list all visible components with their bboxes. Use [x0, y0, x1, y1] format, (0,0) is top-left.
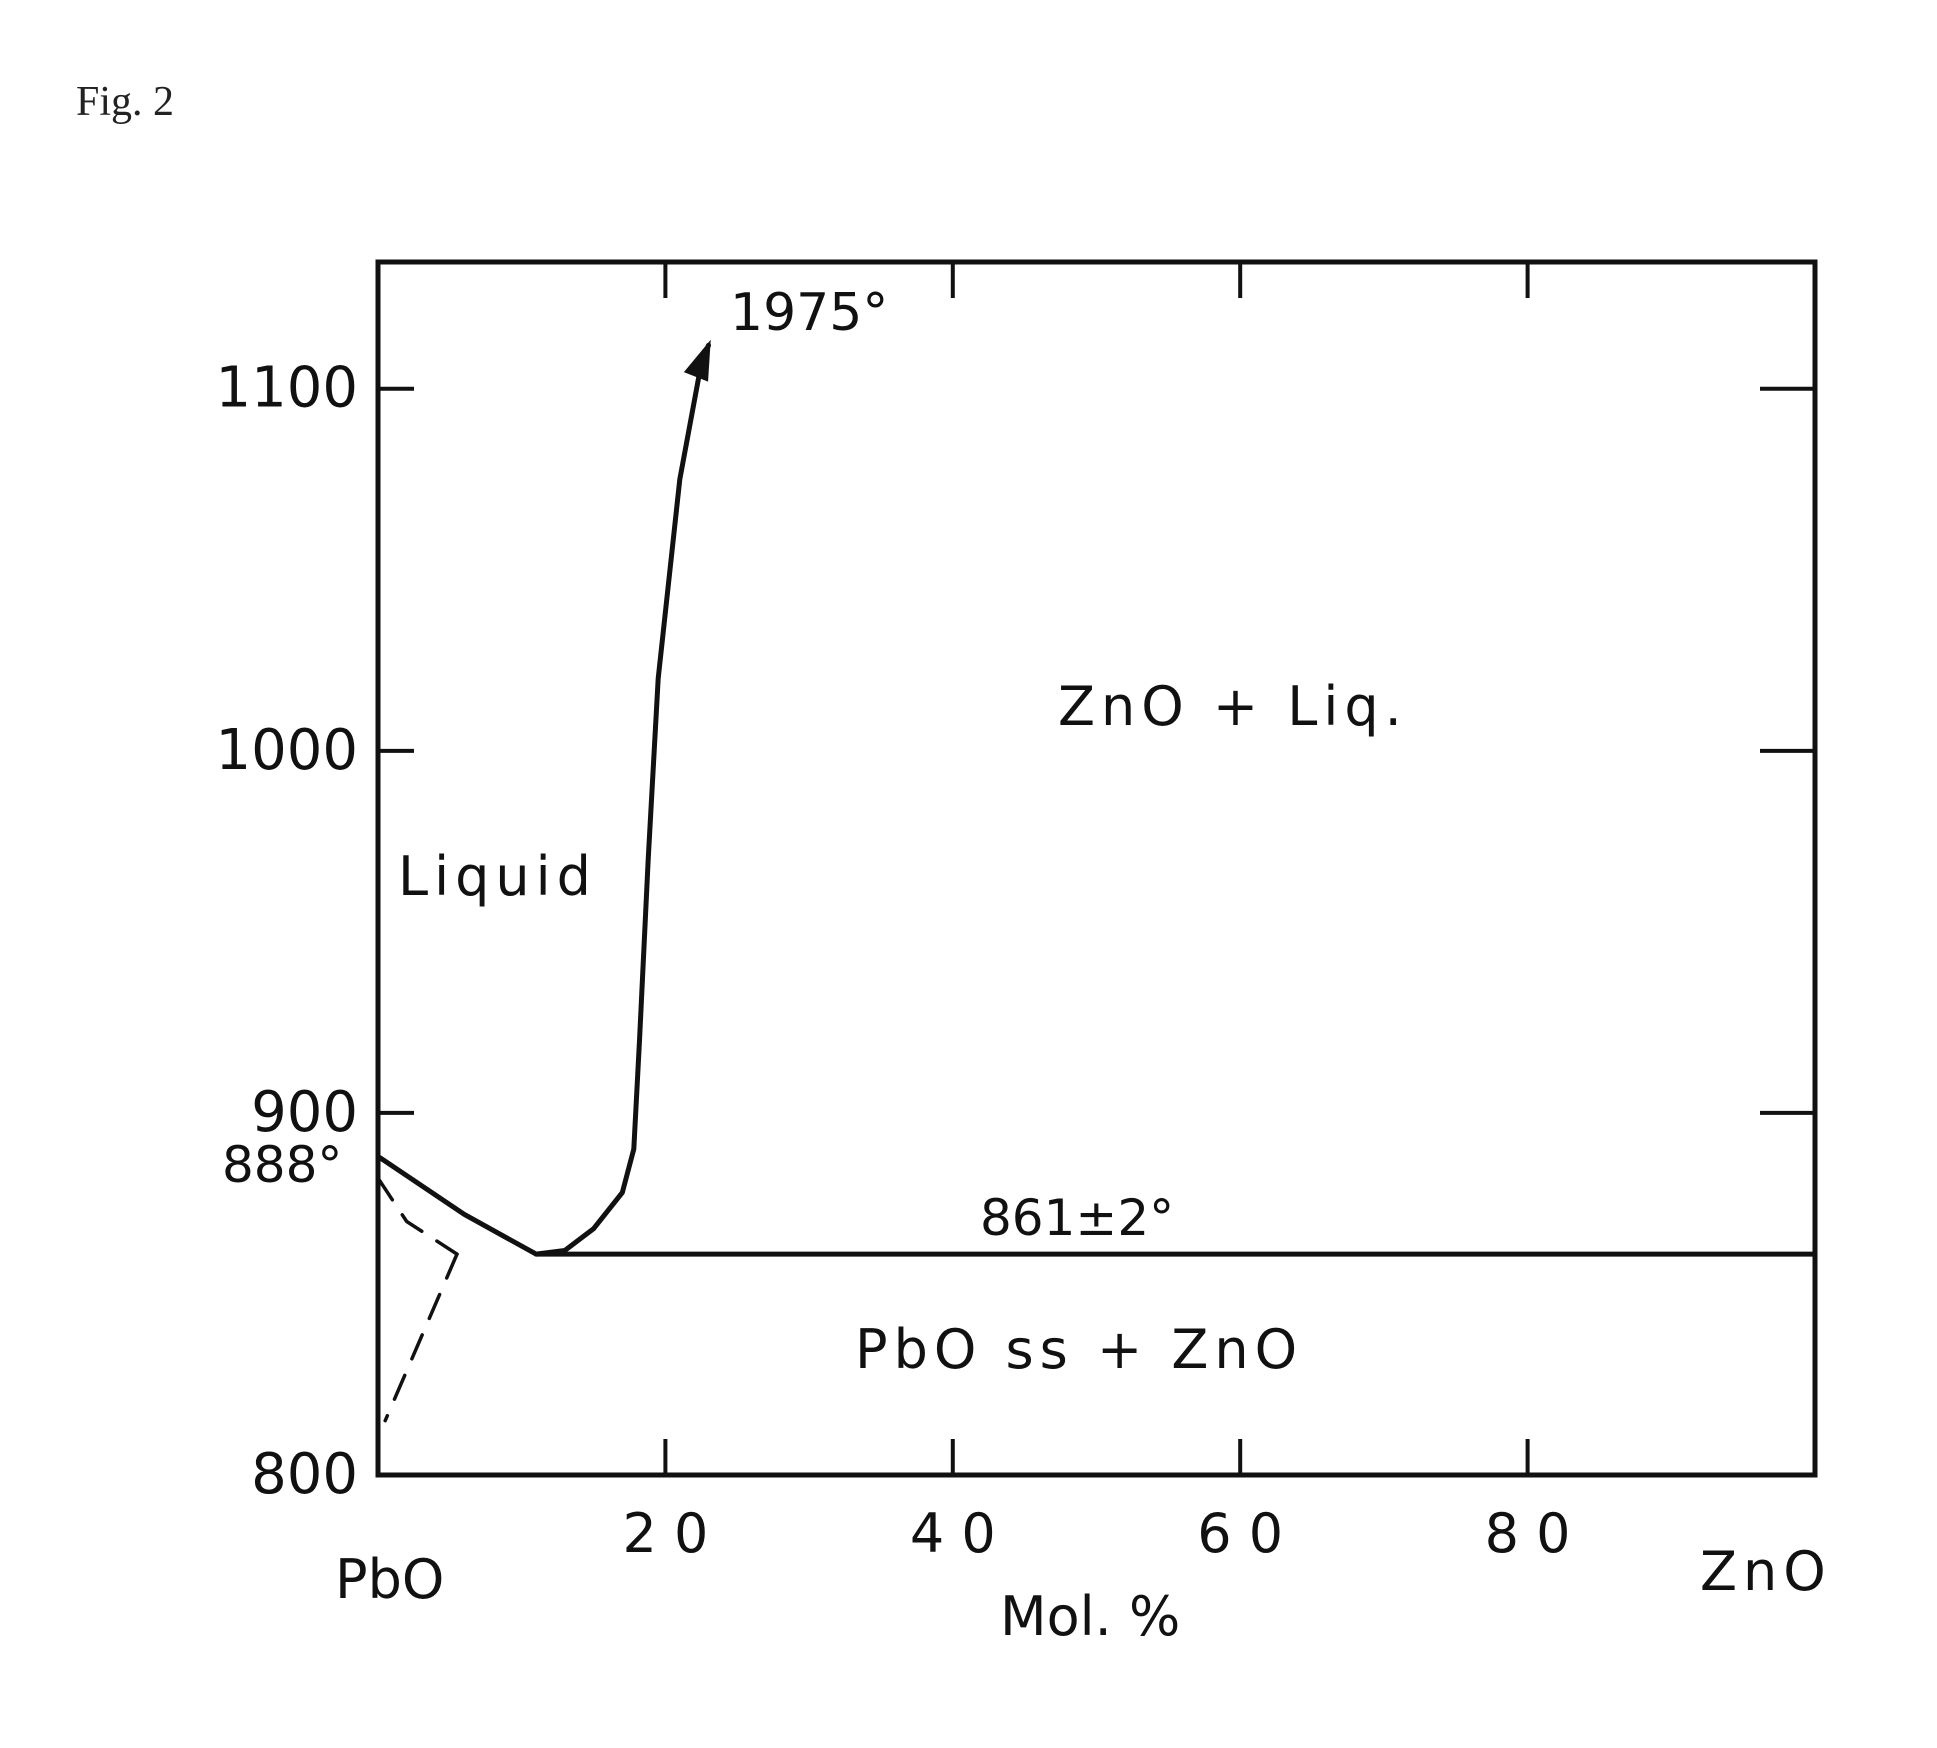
- x-tick-label: 2 0: [622, 1502, 708, 1565]
- solid-boundary-0: [375, 342, 711, 1257]
- x-tick-label: 4 0: [910, 1502, 996, 1565]
- region-label-liquid: Liquid: [398, 845, 597, 908]
- dashed-boundary-2: [376, 1176, 459, 1256]
- region-label-solid: PbO ss + ZnO: [855, 1318, 1303, 1381]
- x-axis-title: Mol. %: [1000, 1585, 1180, 1648]
- plot-frame: [375, 259, 1818, 1478]
- y-tick-label: 800: [251, 1442, 358, 1507]
- annotation-eutectic: 861±2°: [980, 1189, 1174, 1247]
- phase-boundaries: [375, 339, 1818, 1423]
- y-tick-label: 1000: [215, 718, 358, 783]
- y-tick-label: 1100: [215, 356, 358, 421]
- annotation-top-temp: 1975°: [730, 283, 888, 343]
- dashed-boundary-3: [383, 1252, 459, 1423]
- x-tick-label: 6 0: [1197, 1502, 1283, 1565]
- region-label-zno-liq: ZnO + Liq.: [1058, 675, 1408, 738]
- plot-border: [375, 259, 1818, 1478]
- annotation-melting-point: 888°: [222, 1136, 342, 1194]
- liquidus-arrowhead: [683, 339, 711, 382]
- tick-marks: 2 0 4 0 6 0 8 0 800 900 1000 1100: [215, 262, 1815, 1565]
- endmember-right-label: ZnO: [1700, 1540, 1832, 1603]
- y-tick-label: 900: [251, 1080, 358, 1145]
- endmember-left-label: PbO: [335, 1548, 444, 1611]
- x-tick-label: 8 0: [1485, 1502, 1571, 1565]
- figure-label: Fig. 2: [76, 79, 175, 125]
